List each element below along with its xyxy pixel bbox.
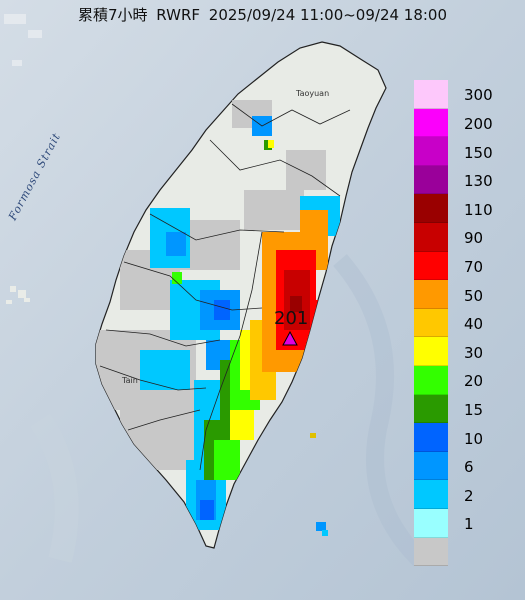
title-product: RWRF	[156, 6, 200, 24]
legend-swatch	[414, 451, 448, 481]
legend-swatch	[414, 394, 448, 424]
legend-label: 70	[464, 257, 484, 276]
legend-swatch	[414, 537, 448, 567]
city-label-north: Taoyuan	[296, 89, 330, 98]
title-prefix: 累積7小時	[77, 6, 148, 24]
orchid-island	[316, 522, 328, 536]
legend-label: 150	[464, 143, 493, 162]
northern-clouds	[4, 14, 42, 66]
legend-label: 300	[464, 86, 493, 105]
penghu-islands	[6, 286, 30, 304]
legend-swatch	[414, 251, 448, 281]
legend-label: 90	[464, 229, 484, 248]
legend-label: 6	[464, 458, 474, 477]
max-rainfall-marker	[282, 330, 298, 346]
city-label-south: Tain	[122, 376, 138, 385]
legend-swatch	[414, 480, 448, 509]
legend-swatch	[414, 308, 448, 338]
legend-swatch	[414, 423, 448, 452]
legend-swatch	[414, 194, 448, 223]
legend-swatch	[414, 108, 448, 138]
legend-label: 1	[464, 515, 474, 534]
legend-swatch	[414, 137, 448, 166]
rain-10-15mm	[200, 300, 230, 520]
rainfall-legend	[414, 80, 448, 567]
legend-label: 40	[464, 315, 484, 334]
legend-swatch	[414, 222, 448, 252]
legend-label: 30	[464, 343, 484, 362]
county-boundaries	[99, 103, 351, 471]
legend-swatch	[414, 80, 448, 109]
legend-swatch	[414, 508, 448, 538]
green-island	[310, 433, 316, 438]
legend-swatch	[414, 337, 448, 366]
legend-label: 10	[464, 429, 484, 448]
legend-label: 50	[464, 286, 484, 305]
legend-label: 2	[464, 486, 474, 505]
max-rainfall-value: 201	[274, 308, 309, 329]
legend-label: 15	[464, 400, 484, 419]
taiwan-island	[95, 41, 387, 549]
map-title: 累積7小時 RWRF 2025/09/24 11:00~09/24 18:00	[0, 4, 525, 25]
legend-label: 130	[464, 172, 493, 191]
legend-swatch	[414, 280, 448, 309]
legend-label: 110	[464, 200, 493, 219]
legend-swatch	[414, 165, 448, 195]
legend-swatch	[414, 365, 448, 395]
title-period: 2025/09/24 11:00~09/24 18:00	[208, 6, 448, 24]
legend-label: 200	[464, 114, 493, 133]
legend-label: 20	[464, 372, 484, 391]
rain-110-130mm	[290, 296, 302, 312]
